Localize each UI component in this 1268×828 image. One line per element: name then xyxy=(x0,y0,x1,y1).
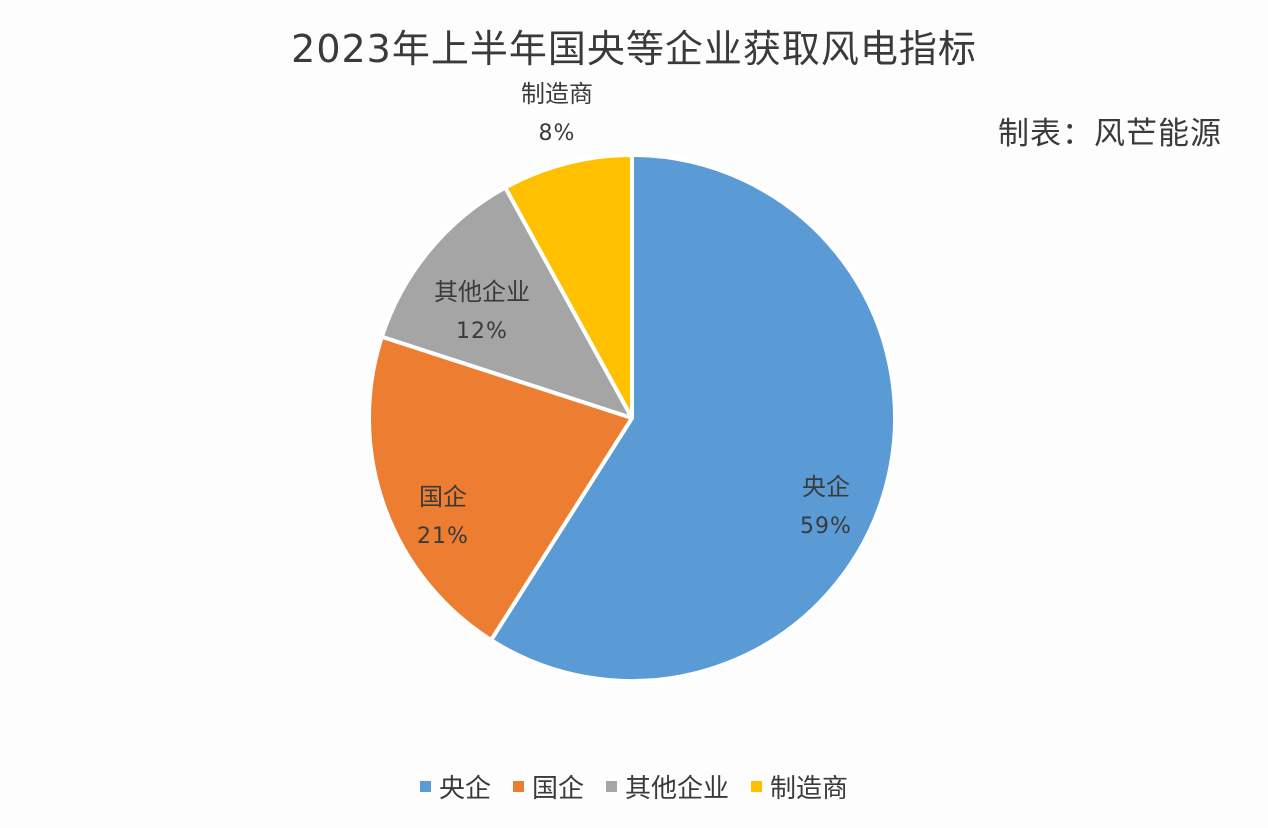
chart-title: 2023年上半年国央等企业获取风电指标 xyxy=(291,27,977,71)
legend-label-3: 制造商 xyxy=(770,774,849,804)
legend: 央企 国企 其他企业 制造商 xyxy=(0,768,1268,805)
slice-value-label-3: 8% xyxy=(539,121,576,146)
legend-item-1: 国企 xyxy=(512,768,584,805)
legend-item-0: 央企 xyxy=(419,768,491,805)
legend-label-2: 其他企业 xyxy=(625,774,730,804)
legend-label-1: 国企 xyxy=(531,774,584,804)
legend-swatch-2 xyxy=(606,781,617,792)
pie-slices xyxy=(367,153,897,683)
slice-label-2: 其他企业 xyxy=(434,278,530,306)
pie-slice-2 xyxy=(379,185,634,420)
pie-slice-0 xyxy=(489,153,897,683)
legend-swatch-1 xyxy=(512,781,524,792)
legend-swatch-0 xyxy=(419,781,431,792)
legend-item-3: 制造商 xyxy=(751,768,848,805)
chart-credit: 制表：风芒能源 xyxy=(998,116,1222,152)
slice-label-3: 制造商 xyxy=(521,80,593,108)
pie-labels: 央企 59% 国企 21% 其他企业 12% 制造商 8% xyxy=(417,80,852,549)
pie-slice-3 xyxy=(503,153,634,420)
slice-label-1: 国企 xyxy=(419,483,467,511)
legend-item-2: 其他企业 xyxy=(606,768,729,805)
legend-swatch-3 xyxy=(751,781,763,792)
slice-label-0: 央企 xyxy=(802,473,850,501)
slice-value-label-0: 59% xyxy=(800,514,852,539)
slice-value-label-1: 21% xyxy=(417,524,469,549)
slice-value-label-2: 12% xyxy=(456,319,508,344)
pie-slice-1 xyxy=(367,334,634,643)
legend-label-0: 央企 xyxy=(438,774,491,804)
